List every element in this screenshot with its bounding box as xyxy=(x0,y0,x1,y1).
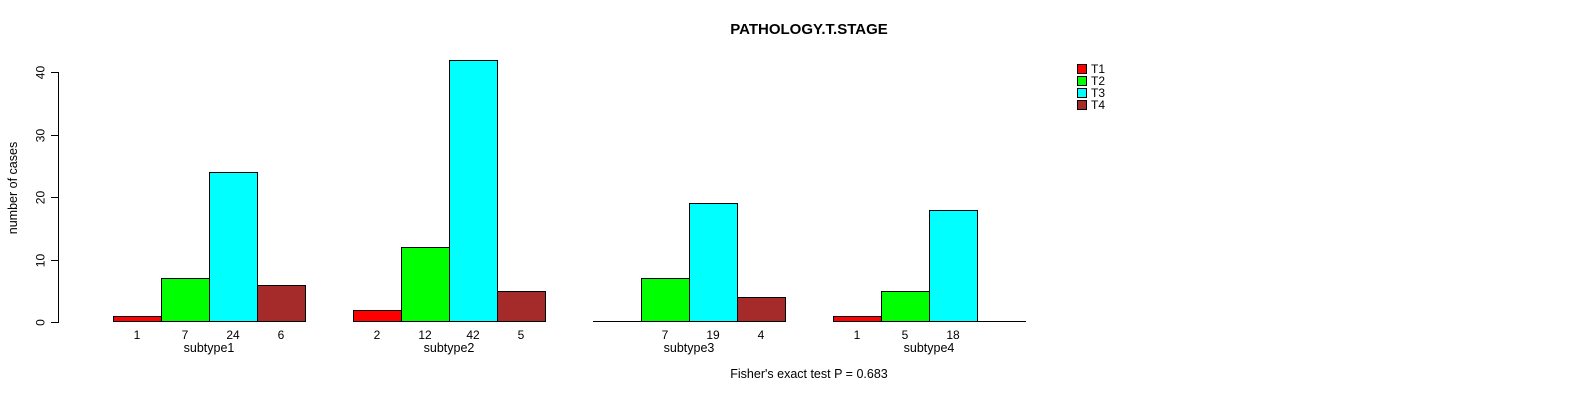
bar-subtype4-T3 xyxy=(929,210,978,322)
chart-title: PATHOLOGY.T.STAGE xyxy=(730,21,888,38)
legend-item-T2: T2 xyxy=(1077,75,1105,87)
y-tick-label: 30 xyxy=(33,128,48,143)
bar-subtype2-T2 xyxy=(401,247,450,322)
y-tick-label: 20 xyxy=(33,190,48,205)
legend: T1 T2 T3 T4 xyxy=(1077,63,1105,111)
bar-value-label: 5 xyxy=(901,328,909,342)
y-tick-mark xyxy=(51,72,58,73)
y-tick-mark xyxy=(51,135,58,136)
legend-swatch-icon xyxy=(1077,64,1087,74)
legend-item-T4: T4 xyxy=(1077,99,1105,111)
bar-value-label: 12 xyxy=(418,328,432,342)
bar-value-label: 7 xyxy=(181,328,189,342)
legend-label: T4 xyxy=(1091,98,1106,112)
bar-value-label: 5 xyxy=(517,328,525,342)
legend-label: T2 xyxy=(1091,74,1106,88)
legend-label: T1 xyxy=(1091,62,1106,76)
bar-subtype2-T3 xyxy=(449,60,498,322)
bar-value-label: 2 xyxy=(373,328,381,342)
x-category-label: subtype2 xyxy=(423,341,475,355)
bar-value-label: 19 xyxy=(706,328,720,342)
y-axis-title: number of cases xyxy=(6,141,20,235)
y-tick-label: 0 xyxy=(33,319,48,326)
bar-subtype4-T2 xyxy=(881,291,930,322)
bar-subtype3-T4 xyxy=(737,297,786,322)
bar-subtype1-T4 xyxy=(257,285,306,322)
bar-subtype2-T4 xyxy=(497,291,546,322)
y-tick-mark xyxy=(51,197,58,198)
x-category-label: subtype1 xyxy=(183,341,235,355)
legend-item-T3: T3 xyxy=(1077,87,1105,99)
y-tick-mark xyxy=(51,322,58,323)
bar-value-label: 42 xyxy=(466,328,480,342)
x-category-label: subtype4 xyxy=(903,341,955,355)
bar-value-label: 1 xyxy=(133,328,141,342)
y-tick-label: 40 xyxy=(33,65,48,80)
bar-value-label: 7 xyxy=(661,328,669,342)
bar-value-label: 18 xyxy=(946,328,960,342)
legend-label: T3 xyxy=(1091,86,1106,100)
stat-annotation: Fisher's exact test P = 0.683 xyxy=(730,367,888,381)
bar-subtype3-T3 xyxy=(689,203,738,322)
bar-value-label: 24 xyxy=(226,328,240,342)
bar-value-label: 6 xyxy=(277,328,285,342)
bar-subtype3-T2 xyxy=(641,278,690,322)
bar-subtype2-T1 xyxy=(353,310,402,322)
x-category-label: subtype3 xyxy=(663,341,715,355)
legend-swatch-icon xyxy=(1077,88,1087,98)
bar-value-label: 4 xyxy=(757,328,765,342)
y-axis-line xyxy=(58,72,59,323)
bar-subtype1-T2 xyxy=(161,278,210,322)
legend-swatch-icon xyxy=(1077,76,1087,86)
bar-subtype1-T1 xyxy=(113,316,162,322)
y-tick-label: 10 xyxy=(33,253,48,268)
legend-item-T1: T1 xyxy=(1077,63,1105,75)
legend-swatch-icon xyxy=(1077,100,1087,110)
bar-value-label: 1 xyxy=(853,328,861,342)
bar-subtype4-T1 xyxy=(833,316,882,322)
bar-subtype1-T3 xyxy=(209,172,258,322)
y-tick-mark xyxy=(51,260,58,261)
